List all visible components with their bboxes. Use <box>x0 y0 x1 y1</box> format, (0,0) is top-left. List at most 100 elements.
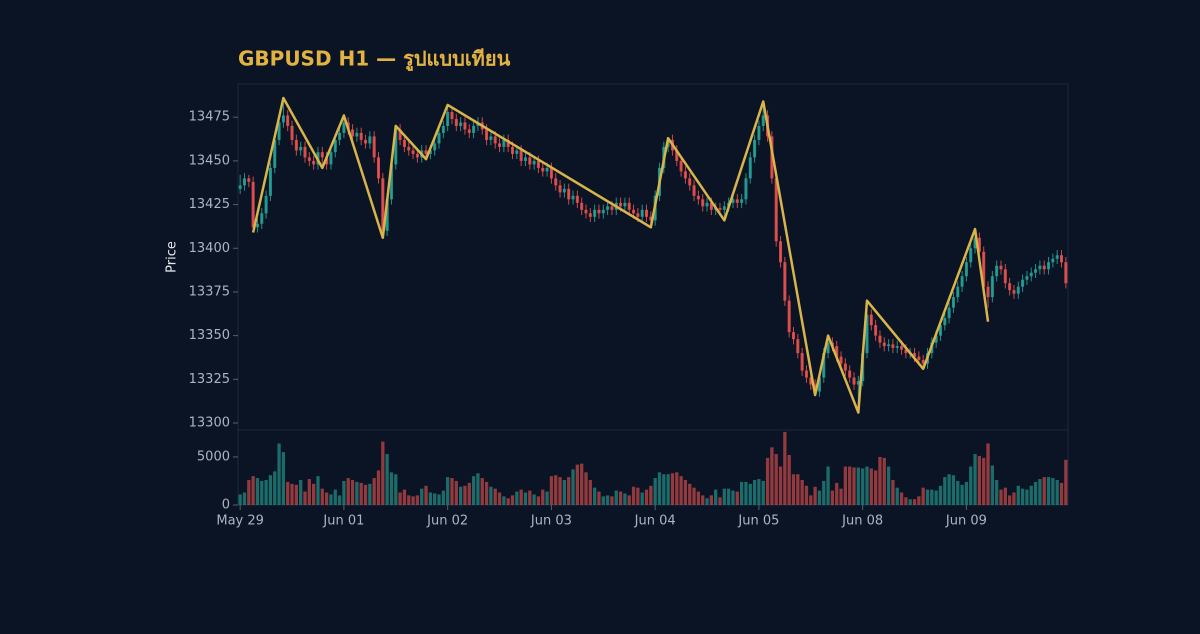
candle-body <box>299 146 303 151</box>
volume-bar <box>744 481 748 505</box>
candle-body <box>372 136 376 158</box>
volume-bar <box>1059 482 1064 505</box>
candle-body <box>489 136 493 140</box>
candle-body <box>740 199 744 203</box>
volume-bar <box>260 480 264 505</box>
volume-bar <box>977 455 982 505</box>
volume-bar <box>739 481 744 505</box>
volume-bar <box>908 499 912 505</box>
volume-bar <box>329 494 333 505</box>
volume-bar <box>640 492 644 505</box>
candle-body <box>774 178 778 242</box>
candle-body <box>325 157 329 165</box>
volume-bar <box>995 480 999 505</box>
volume-bar <box>636 487 640 505</box>
volume-bar <box>925 489 930 505</box>
candle-body <box>744 178 748 200</box>
candle-body <box>735 199 739 203</box>
volume-bar <box>407 495 411 505</box>
volume-bar <box>597 491 601 505</box>
volume-bar <box>562 480 567 505</box>
volume-bar <box>964 481 969 505</box>
volume-bar <box>904 497 908 505</box>
candle-body <box>722 206 726 210</box>
candle-body <box>355 132 359 137</box>
candle-body <box>843 363 847 371</box>
candle-body <box>623 202 627 207</box>
volume-bar <box>752 480 757 505</box>
candle-body <box>441 125 445 133</box>
candle-body <box>1038 265 1042 270</box>
candle-body <box>575 195 579 203</box>
candle-body <box>753 139 757 158</box>
y-tick-label: 13475 <box>189 110 230 125</box>
volume-tick-label: 5000 <box>197 449 230 464</box>
volume-bar <box>934 490 938 505</box>
candle-body <box>947 307 951 319</box>
candle-body <box>307 157 311 161</box>
volume-bar <box>1003 487 1007 505</box>
volume-bar <box>610 496 614 505</box>
volume-bar <box>748 483 752 505</box>
candle-body <box>683 171 687 179</box>
volume-bar <box>381 441 385 505</box>
volume-bar <box>415 495 420 505</box>
volume-bar <box>765 457 770 505</box>
volume-bar <box>800 480 804 505</box>
candle-body <box>701 199 705 207</box>
volume-bar <box>549 476 554 505</box>
candle-body <box>312 160 316 165</box>
candle-body <box>562 188 566 193</box>
candle-body <box>839 356 843 364</box>
volume-bar <box>290 483 294 505</box>
volume-bar <box>484 481 489 505</box>
x-tick-label: Jun 08 <box>841 514 883 529</box>
candle-body <box>329 152 333 165</box>
candle-body <box>982 251 986 287</box>
candle-body <box>887 344 891 347</box>
candle-body <box>865 314 869 354</box>
volume-bar <box>696 491 701 505</box>
candle-body <box>472 125 476 133</box>
volume-bar <box>826 466 830 505</box>
candle-body <box>536 160 540 168</box>
volume-bar <box>554 475 558 505</box>
volume-bar <box>389 472 394 505</box>
volume-bar <box>757 479 761 505</box>
candle-body <box>528 157 532 165</box>
volume-bar <box>701 495 705 505</box>
candle-body <box>567 188 571 200</box>
y-tick-label: 13400 <box>189 241 230 256</box>
volume-bar <box>982 457 986 505</box>
volume-tick-label: 0 <box>222 498 230 513</box>
candle-body <box>333 139 337 153</box>
candle-body <box>1008 283 1012 291</box>
volume-bar <box>255 478 260 505</box>
volume-bar <box>727 488 731 505</box>
candle-body <box>632 209 636 214</box>
candle-body <box>757 125 761 140</box>
candle-body <box>498 143 502 147</box>
volume-bar <box>376 470 381 505</box>
candle-body <box>251 181 255 228</box>
candle-body <box>351 129 355 137</box>
volume-bar <box>830 490 835 505</box>
x-tick-label: Jun 02 <box>426 514 468 529</box>
candle-body <box>964 262 968 277</box>
volume-bar <box>277 443 281 505</box>
x-tick-label: May 29 <box>216 514 264 529</box>
volume-bar <box>523 492 528 505</box>
volume-bar <box>938 485 943 505</box>
volume-bar <box>601 496 605 505</box>
volume-bar <box>718 497 722 505</box>
x-tick-label: Jun 04 <box>634 514 676 529</box>
volume-bar <box>912 499 917 505</box>
volume-bar <box>506 498 510 505</box>
volume-bar <box>541 489 545 505</box>
volume-bar <box>930 489 934 505</box>
x-tick-label: Jun 05 <box>737 514 779 529</box>
volume-bar <box>969 466 973 505</box>
candle-body <box>882 342 886 347</box>
volume-bar <box>402 489 407 505</box>
